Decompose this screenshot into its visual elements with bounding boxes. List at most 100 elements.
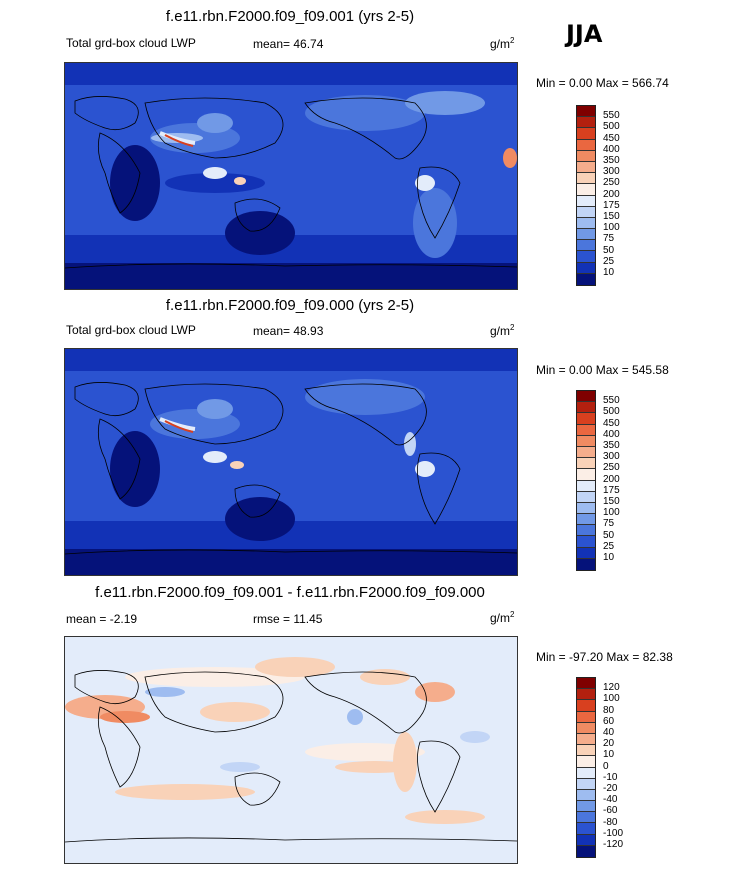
colorbar-tick-label: 75 (603, 518, 615, 530)
panel1-colorbar (576, 105, 596, 286)
panel3-title: f.e11.rbn.F2000.f09_f09.001 - f.e11.rbn.… (95, 584, 485, 601)
colorbar-segment (577, 547, 595, 559)
colorbar-tick-label: -20 (603, 783, 618, 794)
colorbar-segment (577, 745, 595, 757)
colorbar-segment (577, 789, 595, 802)
colorbar-segment (577, 502, 595, 515)
colorbar-segment (577, 711, 595, 723)
colorbar-tick-label: -100 (603, 827, 624, 839)
panel3-minmax-label: Min = -97.20 Max = 82.38 (536, 650, 673, 664)
colorbar-tick-label: 20 (603, 738, 615, 750)
colorbar-tick-label: 150 (603, 211, 620, 222)
colorbar-tick-label: 150 (603, 496, 620, 507)
panel1-mean-label: mean= 46.74 (253, 37, 324, 51)
panel2-unit-label: g/m2 (490, 323, 515, 338)
panel3-colorbar (576, 677, 596, 858)
colorbar-segment (577, 161, 595, 174)
colorbar-tick-label: 40 (603, 727, 615, 738)
colorbar-segment (577, 801, 595, 813)
colorbar-segment (577, 491, 595, 503)
colorbar-tick-label: 200 (603, 188, 620, 200)
panel2-mean-label: mean= 48.93 (253, 324, 324, 338)
colorbar-tick-label: 0 (603, 760, 609, 772)
colorbar-segment (577, 778, 595, 790)
colorbar-tick-label: 500 (603, 121, 620, 133)
colorbar-tick-label: 450 (603, 417, 620, 429)
colorbar-segment (577, 514, 595, 526)
colorbar-tick-label: -80 (603, 816, 618, 828)
colorbar-tick-label: 400 (603, 428, 620, 440)
colorbar-tick-label: 10 (603, 552, 615, 563)
colorbar-tick-label: 450 (603, 132, 620, 144)
colorbar-segment (577, 834, 595, 846)
colorbar-tick-label: 350 (603, 155, 620, 166)
colorbar-segment (577, 106, 595, 118)
colorbar-segment (577, 139, 595, 151)
colorbar-segment (577, 391, 595, 403)
panel3-mean-label: mean = -2.19 (66, 612, 138, 626)
colorbar-tick-label: 300 (603, 166, 620, 178)
panel3-map (64, 636, 518, 864)
panel1-unit-label: g/m2 (490, 36, 515, 51)
panel1-minmax-label: Min = 0.00 Max = 566.74 (536, 76, 669, 90)
panel2-map (64, 348, 518, 576)
colorbar-segment (577, 823, 595, 835)
colorbar-tick-label: 120 (603, 682, 620, 694)
colorbar-segment (577, 525, 595, 537)
colorbar-segment (577, 262, 595, 274)
colorbar-tick-label: 175 (603, 199, 620, 211)
colorbar-tick-label: -60 (603, 805, 618, 817)
colorbar-tick-label: 500 (603, 406, 620, 418)
colorbar-segment (577, 812, 595, 824)
colorbar-tick-label: 80 (603, 704, 615, 716)
colorbar-segment (577, 229, 595, 241)
colorbar-segment (577, 413, 595, 425)
panel3-rmse-label: rmse = 11.45 (253, 612, 323, 626)
colorbar-tick-label: 175 (603, 484, 620, 496)
colorbar-segment (577, 128, 595, 140)
season-label: JJA (566, 20, 603, 48)
colorbar-tick-label: 550 (603, 395, 620, 407)
colorbar-segment (577, 402, 595, 414)
panel1-map (64, 62, 518, 290)
colorbar-tick-label: 400 (603, 143, 620, 155)
colorbar-segment (577, 700, 595, 712)
colorbar-segment (577, 240, 595, 252)
colorbar-segment (577, 845, 595, 857)
colorbar-segment (577, 733, 595, 746)
colorbar-segment (577, 458, 595, 470)
colorbar-segment (577, 767, 595, 779)
colorbar-tick-label: 350 (603, 440, 620, 451)
colorbar-segment (577, 273, 595, 285)
colorbar-segment (577, 184, 595, 196)
panel2-variable-label: Total grd-box cloud LWP (66, 323, 196, 337)
colorbar-segment (577, 424, 595, 436)
colorbar-segment (577, 756, 595, 768)
colorbar-segment (577, 195, 595, 207)
colorbar-tick-label: 25 (603, 540, 615, 552)
colorbar-tick-label: 50 (603, 529, 615, 541)
colorbar-segment (577, 536, 595, 548)
colorbar-tick-label: 100 (603, 507, 620, 519)
colorbar-segment (577, 480, 595, 492)
colorbar-segment (577, 251, 595, 263)
colorbar-segment (577, 558, 595, 570)
panel2-minmax-label: Min = 0.00 Max = 545.58 (536, 363, 669, 377)
colorbar-segment (577, 217, 595, 230)
colorbar-segment (577, 446, 595, 459)
colorbar-tick-label: -10 (603, 771, 618, 783)
colorbar-segment (577, 117, 595, 129)
colorbar-segment (577, 150, 595, 162)
colorbar-tick-label: 300 (603, 451, 620, 463)
colorbar-tick-label: 100 (603, 693, 620, 705)
panel1-variable-label: Total grd-box cloud LWP (66, 36, 196, 50)
colorbar-segment (577, 435, 595, 447)
colorbar-segment (577, 206, 595, 218)
colorbar-tick-label: 75 (603, 233, 615, 245)
colorbar-segment (577, 469, 595, 481)
colorbar-tick-label: -120 (603, 839, 624, 850)
colorbar-tick-label: 100 (603, 222, 620, 234)
colorbar-tick-label: 60 (603, 715, 615, 727)
colorbar-tick-label: 250 (603, 177, 620, 189)
panel2-colorbar (576, 390, 596, 571)
